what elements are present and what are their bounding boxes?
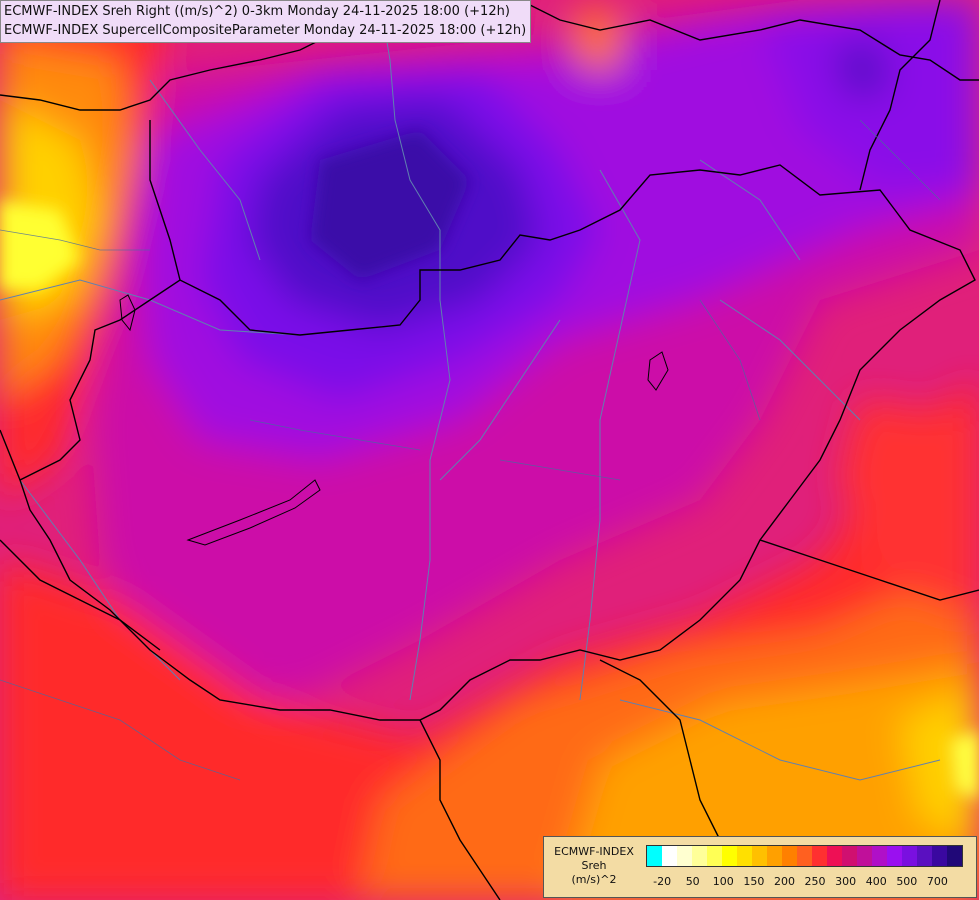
- lake-balaton: [186, 479, 321, 546]
- legend-swatch: [932, 846, 947, 866]
- legend-title-line-2: Sreh: [581, 859, 607, 872]
- legend-tick-label: 250: [804, 875, 826, 888]
- admin-boundaries: [0, 119, 941, 781]
- map-title-box: ECMWF-INDEX Sreh Right ((m/s)^2) 0-3km M…: [0, 0, 532, 43]
- legend-swatch: [857, 846, 872, 866]
- lake-tisza: [647, 351, 669, 391]
- legend-swatch: [722, 846, 737, 866]
- legend-swatch: [782, 846, 797, 866]
- field-red-east-zone: [840, 400, 979, 620]
- field-darkest-core: [310, 130, 470, 280]
- legend-swatch: [662, 846, 677, 866]
- legend-title-line-1: ECMWF-INDEX: [554, 845, 634, 858]
- legend-swatch: [947, 846, 962, 866]
- legend-swatch: [752, 846, 767, 866]
- legend-title: ECMWF-INDEX Sreh (m/s)^2: [548, 845, 640, 887]
- legend-swatch: [872, 846, 887, 866]
- map-title-line-2: ECMWF-INDEX SupercellCompositeParameter …: [4, 23, 527, 38]
- legend-tick-label: 50: [685, 875, 700, 888]
- field-yellow-core-southeast: [950, 730, 979, 800]
- legend-swatch: [827, 846, 842, 866]
- legend-swatch: [707, 846, 722, 866]
- color-legend: ECMWF-INDEX Sreh (m/s)^2 -20 50 100 150 200 2…: [543, 836, 977, 898]
- legend-swatch: [647, 846, 662, 866]
- legend-swatch-bar: [646, 845, 963, 867]
- legend-swatch: [842, 846, 857, 866]
- legend-swatch: [812, 846, 827, 866]
- legend-tick-label: 700: [926, 875, 948, 888]
- legend-tick-label: 200: [773, 875, 795, 888]
- field-yellow-southeast-zone: [900, 690, 979, 840]
- legend-tick-label: 400: [865, 875, 887, 888]
- map-title-line-1: ECMWF-INDEX Sreh Right ((m/s)^2) 0-3km M…: [4, 4, 510, 19]
- legend-swatch: [917, 846, 932, 866]
- legend-swatch: [767, 846, 782, 866]
- legend-tick-labels: -20 50 100 150 200 250 300 400 500 700: [646, 875, 968, 889]
- legend-swatch: [692, 846, 707, 866]
- legend-tick-label: 150: [743, 875, 765, 888]
- legend-tick-label: -20: [653, 875, 672, 888]
- legend-tick-label: 300: [835, 875, 857, 888]
- legend-tick-label: 500: [896, 875, 918, 888]
- lake-neusiedl: [119, 294, 136, 332]
- legend-swatch: [677, 846, 692, 866]
- field-yellow-core-west: [0, 200, 80, 290]
- legend-swatch: [902, 846, 917, 866]
- legend-swatch: [737, 846, 752, 866]
- legend-swatch: [887, 846, 902, 866]
- legend-swatch: [797, 846, 812, 866]
- legend-title-line-3: (m/s)^2: [571, 873, 617, 886]
- legend-tick-label: 100: [712, 875, 734, 888]
- field-ne-indigo-zone: [830, 40, 890, 100]
